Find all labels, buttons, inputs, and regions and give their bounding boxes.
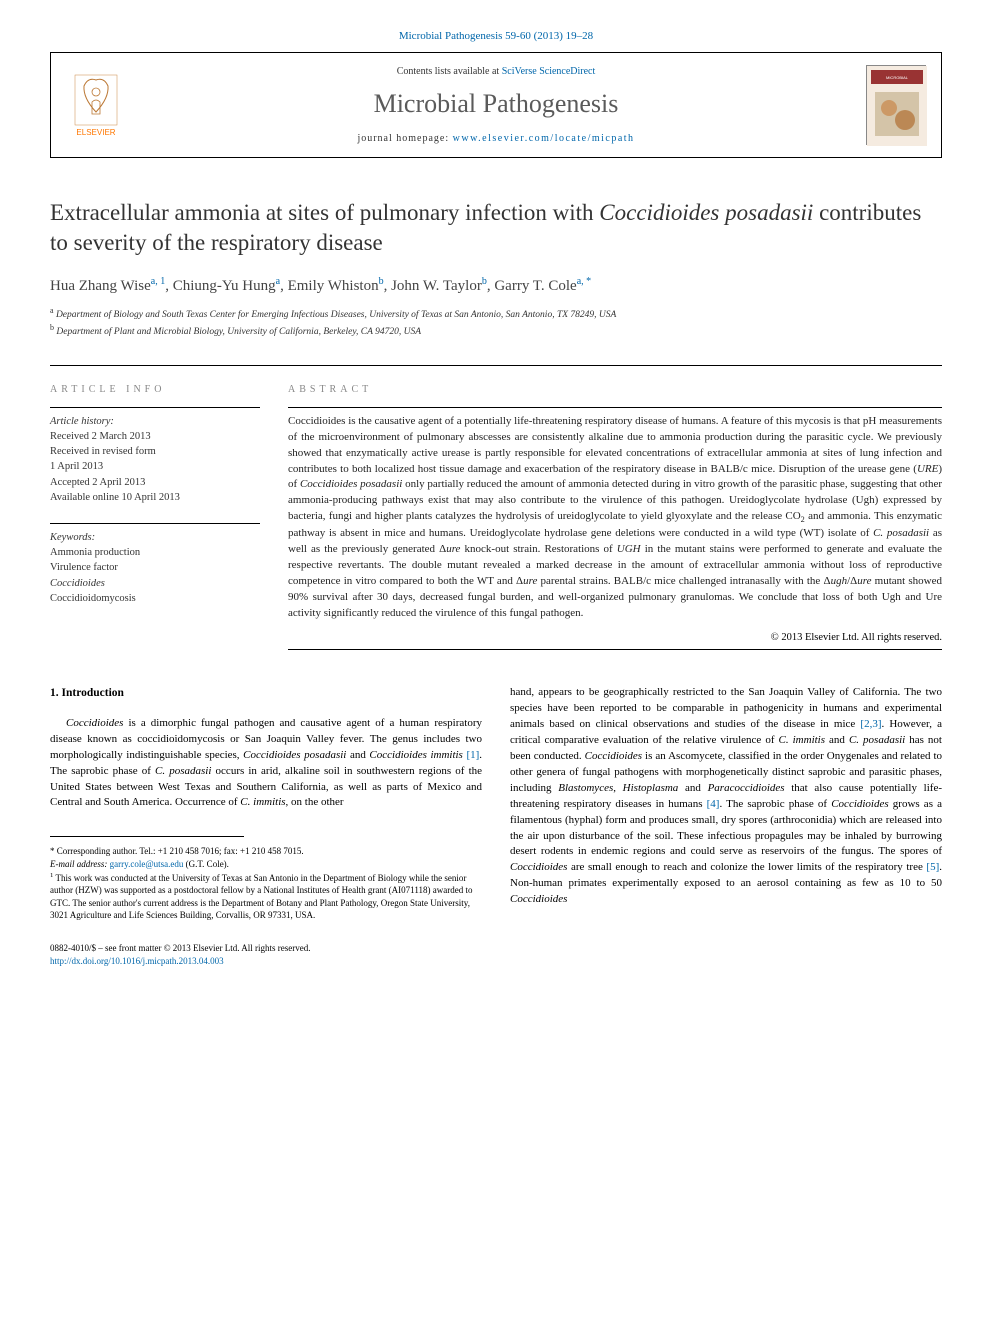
email-line: E-mail address: garry.cole@utsa.edu (G.T… <box>50 858 482 871</box>
ref-5-link[interactable]: [5] <box>926 861 939 873</box>
author: Hua Zhang Wisea, 1 <box>50 278 165 294</box>
contents-line: Contents lists available at SciVerse Sci… <box>146 66 846 77</box>
ref-2-3-link[interactable]: [2,3] <box>860 718 881 730</box>
elsevier-label: ELSEVIER <box>76 128 115 137</box>
article-info-heading: article info <box>50 384 260 395</box>
homepage-line: journal homepage: www.elsevier.com/locat… <box>146 133 846 144</box>
ref-4-link[interactable]: [4] <box>707 798 720 810</box>
email-link[interactable]: garry.cole@utsa.edu <box>110 859 184 869</box>
footnote-1: 1 This work was conducted at the Univers… <box>50 871 482 922</box>
article-title: Extracellular ammonia at sites of pulmon… <box>50 198 942 258</box>
abstract-text: Coccidioides is the causative agent of a… <box>288 407 942 622</box>
journal-header: ELSEVIER Contents lists available at Sci… <box>50 52 942 158</box>
author: Chiung-Yu Hunga <box>173 278 280 294</box>
homepage-link[interactable]: www.elsevier.com/locate/micpath <box>453 133 635 144</box>
sciencedirect-link[interactable]: SciVerse ScienceDirect <box>502 66 596 77</box>
article-history: Article history: Received 2 March 2013Re… <box>50 407 260 505</box>
cover-thumbnail: MICROBIAL <box>866 65 926 145</box>
abstract-heading: abstract <box>288 384 942 395</box>
abstract-column: abstract Coccidioides is the causative a… <box>288 384 942 650</box>
author: John W. Taylorb <box>391 278 487 294</box>
affiliations: a Department of Biology and South Texas … <box>50 305 942 340</box>
intro-heading: 1. Introduction <box>50 685 482 702</box>
ref-1-link[interactable]: [1] <box>466 749 479 761</box>
intro-para-2: hand, appears to be geographically restr… <box>510 685 942 908</box>
author: Emily Whistonb <box>288 278 384 294</box>
doi-link[interactable]: http://dx.doi.org/10.1016/j.micpath.2013… <box>50 956 224 966</box>
citation-header: Microbial Pathogenesis 59-60 (2013) 19–2… <box>50 30 942 42</box>
keywords: Keywords: Ammonia productionVirulence fa… <box>50 523 260 606</box>
body-right-column: hand, appears to be geographically restr… <box>510 685 942 967</box>
svg-text:MICROBIAL: MICROBIAL <box>886 75 909 80</box>
footnote-separator <box>50 836 244 837</box>
authors-list: Hua Zhang Wisea, 1, Chiung-Yu Hunga, Emi… <box>50 276 942 295</box>
author: Garry T. Colea, * <box>494 278 591 294</box>
footer: 0882-4010/$ – see front matter © 2013 El… <box>50 942 482 967</box>
abstract-copyright: © 2013 Elsevier Ltd. All rights reserved… <box>288 632 942 650</box>
issn-line: 0882-4010/$ – see front matter © 2013 El… <box>50 942 482 955</box>
corresponding-author: * Corresponding author. Tel.: +1 210 458… <box>50 845 482 858</box>
footnotes: * Corresponding author. Tel.: +1 210 458… <box>50 845 482 922</box>
journal-name: Microbial Pathogenesis <box>146 89 846 119</box>
intro-para-1: Coccidioides is a dimorphic fungal patho… <box>50 716 482 812</box>
article-info-column: article info Article history: Received 2… <box>50 384 260 650</box>
body-left-column: 1. Introduction Coccidioides is a dimorp… <box>50 685 482 967</box>
elsevier-logo: ELSEVIER <box>66 70 126 140</box>
header-center: Contents lists available at SciVerse Sci… <box>126 66 866 144</box>
